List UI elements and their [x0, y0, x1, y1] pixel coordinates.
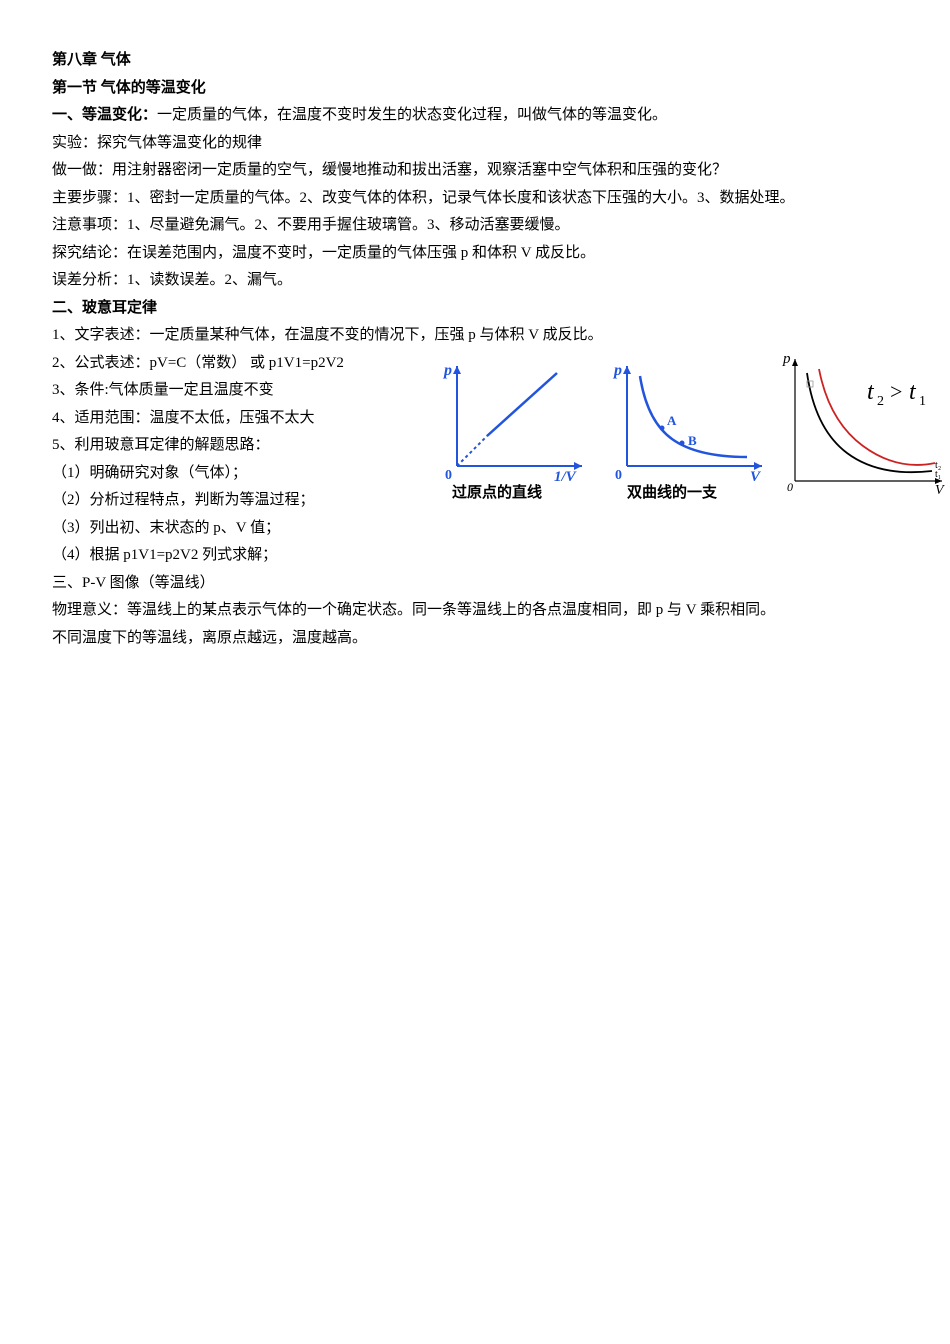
item-5-3: （3）列出初、末状态的 p、V 值； [52, 516, 422, 542]
item-4: 4、适用范围：温度不太低，压强不太大 [52, 406, 422, 432]
heading-boyle: 二、玻意耳定律 [52, 296, 898, 322]
section-title: 第一节 气体的等温变化 [52, 76, 898, 102]
diagram-1: p 0 1/V [442, 362, 582, 485]
point-a-label: A [667, 413, 677, 428]
axis-x-label-2: V [750, 469, 762, 485]
origin-label-1: 0 [445, 468, 452, 483]
axis-y-label-2: p [612, 362, 622, 379]
svg-text:1: 1 [919, 394, 926, 409]
item-5-4: （4）根据 p1V1=p2V2 列式求解； [52, 543, 898, 569]
para-temperature: 不同温度下的等温线，离原点越远，温度越高。 [52, 626, 898, 652]
para1-text: 一定质量的气体，在温度不变时发生的状态变化过程，叫做气体的等温变化。 [157, 107, 667, 123]
svg-text:>: > [890, 379, 902, 404]
item-1: 1、文字表述：一定质量某种气体，在温度不变的情况下，压强 p 与体积 V 成反比… [52, 323, 898, 349]
curve-t1-label: t₁ [935, 469, 941, 480]
para-steps: 主要步骤：1、密封一定质量的气体。2、改变气体的体积，记录气体长度和该状态下压强… [52, 186, 898, 212]
svg-text:2: 2 [877, 394, 884, 409]
axis-x-label-3: V [935, 483, 945, 498]
para-error: 误差分析：1、读数误差。2、漏气。 [52, 268, 898, 294]
para-meaning: 物理意义：等温线上的某点表示气体的一个确定状态。同一条等温线上的各点温度相同，即… [52, 598, 898, 624]
axis-y-label-3: p [782, 351, 791, 367]
inequality-text: t [867, 379, 875, 405]
item-2: 2、公式表述：pV=C（常数） 或 p1V1=p2V2 [52, 351, 422, 377]
diagram-2: A B p 0 V [612, 362, 762, 485]
diagram-3: p 0 V t₂ t₁ t 2 > t 1 [782, 351, 945, 498]
physics-diagrams: p 0 1/V A B [432, 351, 950, 501]
origin-label-2: 0 [615, 468, 622, 483]
para-tryit: 做一做：用注射器密闭一定质量的空气，缓慢地推动和拔出活塞，观察活塞中空气体积和压… [52, 158, 898, 184]
item-3: 3、条件:气体质量一定且温度不变 [52, 378, 422, 404]
item-5-2: （2）分析过程特点，判断为等温过程； [52, 488, 422, 514]
origin-label-3: 0 [787, 480, 793, 494]
para-experiment: 实验：探究气体等温变化的规律 [52, 131, 898, 157]
para1-bold: 一、等温变化： [52, 107, 157, 123]
axis-x-label-1: 1/V [554, 469, 578, 485]
heading-pv: 三、P-V 图像（等温线） [52, 571, 898, 597]
item-5-1: （1）明确研究对象（气体）； [52, 461, 422, 487]
diagram-2-label: 双曲线的一支 [627, 481, 717, 507]
svg-text:t: t [909, 379, 917, 405]
chapter-title: 第八章 气体 [52, 48, 898, 74]
para-notes: 注意事项：1、尽量避免漏气。2、不要用手握住玻璃管。3、移动活塞要缓慢。 [52, 213, 898, 239]
axis-y-label-1: p [442, 362, 452, 379]
para-conclusion: 探究结论：在误差范围内，温度不变时，一定质量的气体压强 p 和体积 V 成反比。 [52, 241, 898, 267]
document-page: 第八章 气体 第一节 气体的等温变化 一、等温变化：一定质量的气体，在温度不变时… [52, 48, 898, 651]
item-5: 5、利用玻意耳定律的解题思路： [52, 433, 422, 459]
diagram-1-label: 过原点的直线 [452, 481, 542, 507]
para-isothermal: 一、等温变化：一定质量的气体，在温度不变时发生的状态变化过程，叫做气体的等温变化… [52, 103, 898, 129]
point-b-label: B [688, 433, 697, 448]
